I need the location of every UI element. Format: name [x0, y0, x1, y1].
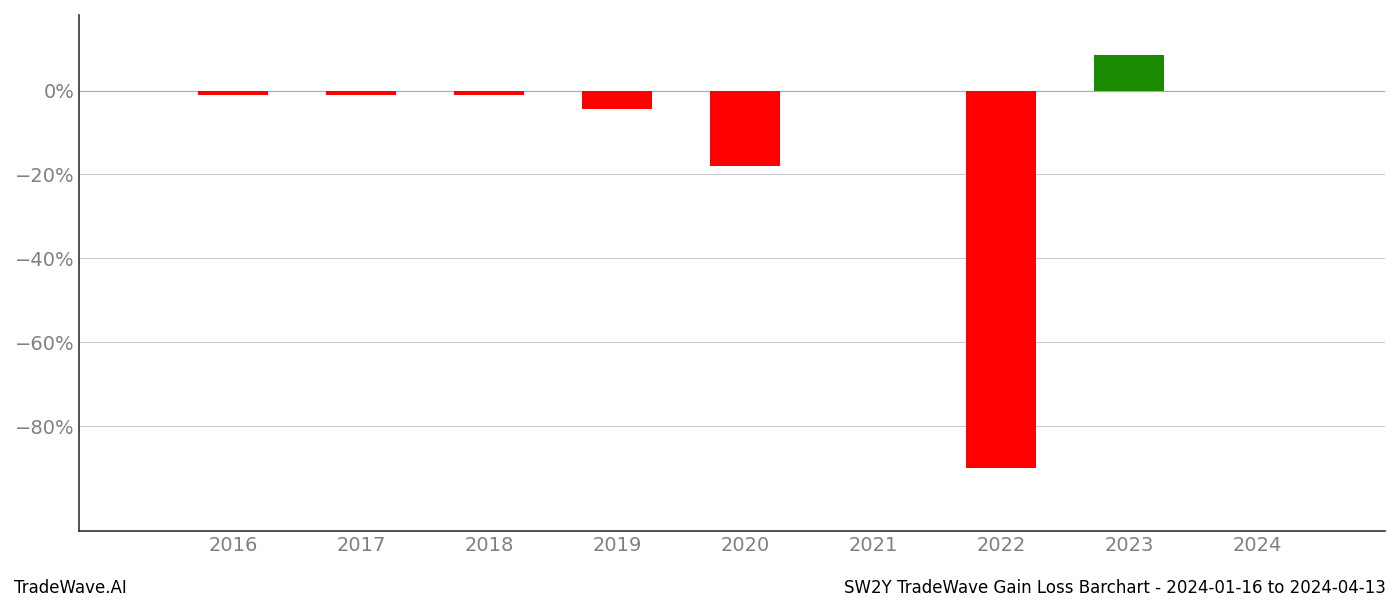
Bar — [1093, 55, 1165, 91]
Bar — [454, 91, 524, 95]
Bar — [966, 91, 1036, 468]
Bar — [710, 91, 780, 166]
Text: TradeWave.AI: TradeWave.AI — [14, 579, 127, 597]
Bar — [326, 91, 396, 95]
Text: SW2Y TradeWave Gain Loss Barchart - 2024-01-16 to 2024-04-13: SW2Y TradeWave Gain Loss Barchart - 2024… — [844, 579, 1386, 597]
Bar — [582, 91, 652, 109]
Bar — [197, 91, 269, 95]
